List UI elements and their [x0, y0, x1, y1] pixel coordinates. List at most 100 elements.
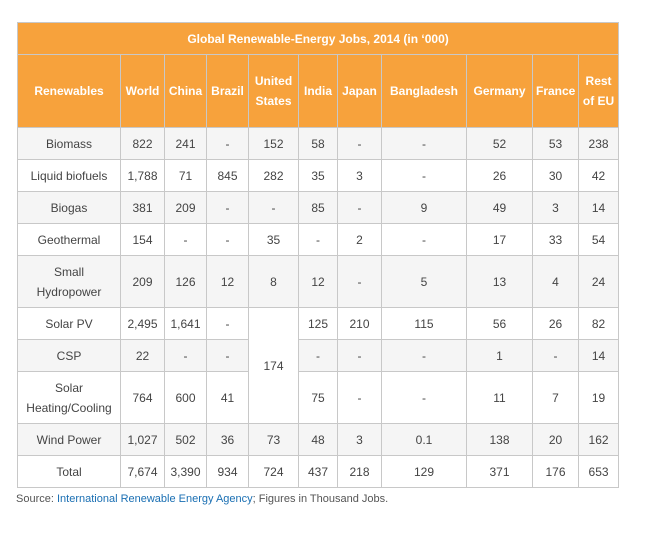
- row-label: Geothermal: [17, 223, 121, 256]
- table-cell: 115: [381, 307, 467, 340]
- table-cell: 41: [206, 371, 249, 424]
- source-suffix: ; Figures in Thousand Jobs.: [252, 493, 389, 505]
- table-cell: 22: [120, 339, 165, 372]
- column-header: Brazil: [206, 54, 249, 128]
- table-cell: -: [164, 223, 207, 256]
- table-cell: 152: [248, 127, 299, 160]
- table-cell: 52: [466, 127, 533, 160]
- table-cell: 126: [164, 255, 207, 308]
- table-cell: 14: [577, 191, 620, 224]
- table-cell: 724: [248, 455, 299, 488]
- column-header: Germany: [466, 54, 533, 128]
- table-cell: -: [298, 339, 338, 372]
- table-cell: 82: [577, 307, 620, 340]
- table-cell: 7,674: [120, 455, 165, 488]
- table-cell: 48: [298, 423, 338, 456]
- table-cell: 3: [337, 159, 382, 192]
- table-cell: 19: [577, 371, 620, 424]
- table-row: Solar PV 2,495 1,641-174 125 210 115 56 26 82: [17, 307, 620, 424]
- table-cell: 845: [206, 159, 249, 192]
- table-cell: 36: [206, 423, 249, 456]
- table-cell: 8: [248, 255, 299, 308]
- table-cell: 42: [577, 159, 620, 192]
- table-cell: 35: [298, 159, 338, 192]
- table-cell: 764: [120, 371, 165, 424]
- row-label: Wind Power: [17, 423, 121, 456]
- table-cell: 14: [577, 339, 620, 372]
- source-prefix: Source:: [16, 493, 57, 505]
- table-cell: 71: [164, 159, 207, 192]
- table-cell: -: [206, 339, 249, 372]
- table-cell: 653: [577, 455, 620, 488]
- column-header: China: [164, 54, 207, 128]
- table-cell: -: [206, 191, 249, 224]
- table-cell: -: [337, 191, 382, 224]
- table-cell: 282: [248, 159, 299, 192]
- table-cell: 174: [248, 307, 299, 424]
- table-cell: 238: [577, 127, 620, 160]
- table-cell: 5: [381, 255, 467, 308]
- table-cell: 125: [298, 307, 338, 340]
- table-cell: 154: [120, 223, 165, 256]
- table-cell: 30: [532, 159, 579, 192]
- table-cell: 1,641: [164, 307, 207, 340]
- column-header: Rest of EU: [577, 54, 620, 128]
- header-row: Renewables World China Brazil United States I…: [17, 54, 620, 128]
- column-header: United States: [248, 54, 299, 128]
- table-cell: 218: [337, 455, 382, 488]
- table-cell: -: [164, 339, 207, 372]
- row-label: Total: [17, 455, 121, 488]
- column-header: France: [532, 54, 579, 128]
- table-row: Biomass 822 241-152 58- -52 53 238: [17, 127, 620, 160]
- table-cell: 17: [466, 223, 533, 256]
- table-cell: 4: [532, 255, 579, 308]
- table-cell: 26: [466, 159, 533, 192]
- table-cell: 502: [164, 423, 207, 456]
- row-label: Biogas: [17, 191, 121, 224]
- table-cell: 12: [298, 255, 338, 308]
- table-cell: 75: [298, 371, 338, 424]
- table-cell: -: [381, 159, 467, 192]
- table-row: Liquid biofuels 1,788 71 845 282 35 3-26 30 42: [17, 159, 620, 192]
- table-row: Geothermal 154- -35-2-17 33 54: [17, 223, 620, 256]
- table-cell: 1,788: [120, 159, 165, 192]
- table-cell: 26: [532, 307, 579, 340]
- row-label: Small Hydropower: [17, 255, 121, 308]
- table-cell: 371: [466, 455, 533, 488]
- table-cell: -: [381, 371, 467, 424]
- table-cell: 209: [164, 191, 207, 224]
- table-cell: 53: [532, 127, 579, 160]
- row-label: CSP: [17, 339, 121, 372]
- table-cell: 20: [532, 423, 579, 456]
- table-row: Wind Power 1,027 502 36 73 48 3 0.1 138 20 162: [17, 423, 620, 456]
- table-cell: 176: [532, 455, 579, 488]
- table-cell: 822: [120, 127, 165, 160]
- table-cell: 11: [466, 371, 533, 424]
- table-cell: 209: [120, 255, 165, 308]
- column-header: Renewables: [17, 54, 121, 128]
- jobs-table-container: Global Renewable-Energy Jobs, 2014 (in ‘…: [16, 22, 620, 488]
- table-cell: 73: [248, 423, 299, 456]
- table-cell: -: [337, 339, 382, 372]
- table-cell: -: [381, 127, 467, 160]
- table-cell: 85: [298, 191, 338, 224]
- table-cell: 600: [164, 371, 207, 424]
- row-label: Solar PV: [17, 307, 121, 340]
- column-header: India: [298, 54, 338, 128]
- table-cell: 162: [577, 423, 620, 456]
- table-cell: 0.1: [381, 423, 467, 456]
- table-cell: 3: [337, 423, 382, 456]
- table-cell: 934: [206, 455, 249, 488]
- source-link[interactable]: International Renewable Energy Agency: [56, 493, 253, 505]
- table-cell: -: [337, 127, 382, 160]
- table-cell: 129: [381, 455, 467, 488]
- table-cell: -: [381, 339, 467, 372]
- table-cell: 35: [248, 223, 299, 256]
- row-label: Biomass: [17, 127, 121, 160]
- table-body: Biomass 822 241-152 58- -52 53 238 Liquid biofu…: [17, 127, 620, 488]
- row-label: Liquid biofuels: [17, 159, 121, 192]
- table-row: Biogas 381 209- -85-9 49 3 14: [17, 191, 620, 224]
- table-cell: 3: [532, 191, 579, 224]
- table-title: Global Renewable-Energy Jobs, 2014 (in ‘…: [16, 22, 620, 55]
- table-cell: 241: [164, 127, 207, 160]
